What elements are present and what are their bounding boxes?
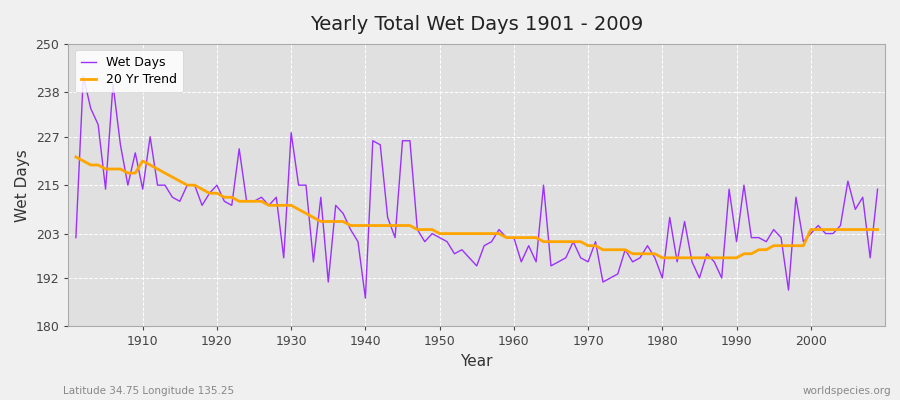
Text: worldspecies.org: worldspecies.org xyxy=(803,386,891,396)
Legend: Wet Days, 20 Yr Trend: Wet Days, 20 Yr Trend xyxy=(75,50,184,92)
20 Yr Trend xyxy=(501,235,512,240)
Wet Days xyxy=(612,272,623,276)
Title: Yearly Total Wet Days 1901 - 2009: Yearly Total Wet Days 1901 - 2009 xyxy=(310,15,644,34)
Wet Days xyxy=(523,243,534,248)
20 Yr Trend xyxy=(657,256,668,260)
Y-axis label: Wet Days: Wet Days xyxy=(15,149,30,222)
Line: 20 Yr Trend: 20 Yr Trend xyxy=(76,157,878,258)
20 Yr Trend xyxy=(338,219,348,224)
Wet Days xyxy=(360,296,371,300)
X-axis label: Year: Year xyxy=(461,354,493,369)
20 Yr Trend xyxy=(508,235,519,240)
Wet Days xyxy=(872,187,883,192)
20 Yr Trend xyxy=(70,154,81,159)
20 Yr Trend xyxy=(293,207,304,212)
20 Yr Trend xyxy=(130,171,140,176)
Wet Days xyxy=(78,74,89,78)
Wet Days xyxy=(345,227,356,232)
Wet Days xyxy=(70,235,81,240)
Wet Days xyxy=(516,260,526,264)
Wet Days xyxy=(138,187,148,192)
Text: Latitude 34.75 Longitude 135.25: Latitude 34.75 Longitude 135.25 xyxy=(63,386,234,396)
20 Yr Trend xyxy=(872,227,883,232)
20 Yr Trend xyxy=(598,247,608,252)
Wet Days xyxy=(301,183,311,188)
Line: Wet Days: Wet Days xyxy=(76,76,878,298)
